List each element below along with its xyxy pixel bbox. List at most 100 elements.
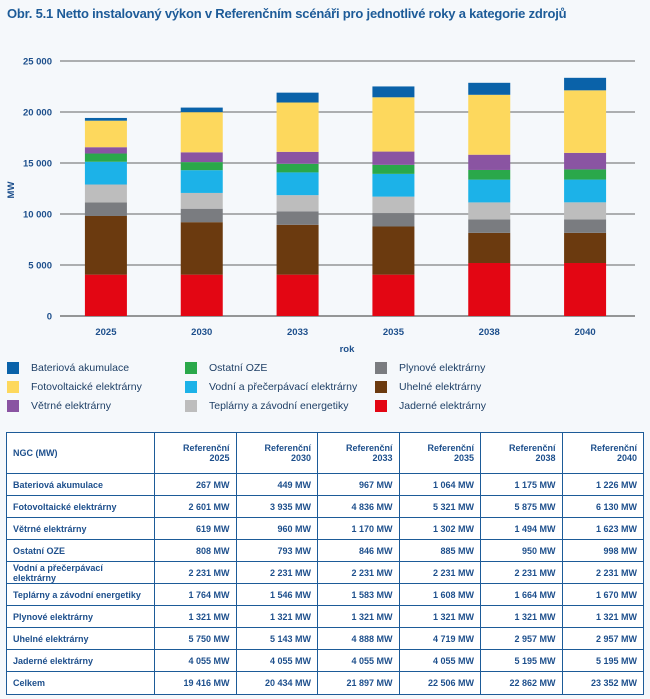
bar-segment [180,192,223,209]
x-axis-label: rok [340,344,356,355]
legend-item: Uhelné elektrárny [375,381,481,393]
table-cell: Celkem [6,671,155,695]
table-cell: 6 130 MW [561,495,644,518]
bar-segment [564,232,607,264]
table-row: Celkem 19 416 MW 20 434 MW 21 897 MW 22 506 … [6,671,644,695]
bar-segment [468,179,511,203]
table-cell: 950 MW [480,539,563,562]
table-cell: 1 608 MW [398,583,481,606]
table-row: Fotovoltaické elektrárny 2 601 MW 3 935 MW… [6,495,644,518]
bar-segment [180,274,223,316]
table-cell: 619 MW [154,517,237,540]
table-cell: 1 175 MW [480,473,563,496]
table-cell: Vodní a přečerpávací elektrárny [6,561,155,584]
bar-segment [564,90,607,153]
bar-segment [564,263,607,316]
bar-segment [468,82,511,95]
table-cell: 21 897 MW [317,671,400,695]
table-cell: 2 231 MW [480,561,563,584]
legend-item: Bateriová akumulace [7,362,129,374]
table-cell: 846 MW [317,539,400,562]
table-cell: 4 055 MW [235,649,318,672]
bar-segment [372,274,415,316]
legend-label: Plynové elektrárny [399,362,486,374]
table-cell: 19 416 MW [154,671,237,695]
bar-segment [276,92,319,103]
table-cell: 1 623 MW [561,517,644,540]
legend-swatch [185,381,197,393]
table-cell: 20 434 MW [235,671,318,695]
legend-label: Jaderné elektrárny [399,400,486,412]
bar-segment [84,147,127,154]
table-cell: 4 888 MW [317,627,400,650]
table-cell: 1 764 MW [154,583,237,606]
legend-label: Větrné elektrárny [31,400,111,412]
bar-segment [564,169,607,180]
bar-segment [468,94,511,155]
table-cell: 5 750 MW [154,627,237,650]
bar-segment [468,232,511,264]
bar-segment [468,263,511,316]
table-cell: 4 719 MW [398,627,481,650]
column-header: Referenční 2038 [480,432,563,474]
legend-swatch [7,381,19,393]
table-cell: 885 MW [398,539,481,562]
bar-segment [372,97,415,152]
table-cell: Větrné elektrárny [6,517,155,540]
table-cell: 808 MW [154,539,237,562]
table-cell: 1 321 MW [317,605,400,628]
table-cell: 2 957 MW [561,627,644,650]
table-cell: 449 MW [235,473,318,496]
y-axis-label: MW [6,182,17,199]
legend-swatch [7,362,19,374]
table-cell: 1 670 MW [561,583,644,606]
bar-segment [180,152,223,163]
bar-segment [468,202,511,220]
table-row: Jaderné elektrárny 4 055 MW 4 055 MW 4 055 … [6,649,644,672]
legend-item: Fotovoltaické elektrárny [7,381,142,393]
table-cell: Bateriová akumulace [6,473,155,496]
bar-segment [564,179,607,203]
table-cell: 1 546 MW [235,583,318,606]
table-cell: 2 957 MW [480,627,563,650]
bar-segment [276,211,319,225]
bar-segment [372,151,415,165]
bar-segment [180,112,223,153]
bar-segment [564,219,607,233]
table-cell: 2 231 MW [235,561,318,584]
bar-segment [468,154,511,170]
table-cell: 793 MW [235,539,318,562]
table-row: Vodní a přečerpávací elektrárny 2 231 MW 2… [6,561,644,584]
table-row: Uhelné elektrárny 5 750 MW 5 143 MW 4 888 M… [6,627,644,650]
column-header: Referenční 2025 [154,432,237,474]
legend-label: Teplárny a závodní energetiky [209,400,349,412]
legend-swatch [185,362,197,374]
table-cell: 23 352 MW [561,671,644,695]
bar-segment [276,151,319,164]
legend-label: Bateriová akumulace [31,362,130,374]
table-cell: 1 321 MW [561,605,644,628]
bar-segment [180,208,223,223]
table-cell: 1 321 MW [154,605,237,628]
legend-item: Teplárny a závodní energetiky [185,400,349,412]
legend-label: Ostatní OZE [209,362,268,374]
y-tick-label: 10 000 [23,210,52,221]
column-header: Referenční 2030 [235,432,318,474]
table-cell: Plynové elektrárny [6,605,155,628]
column-header: NGC (MW) [6,432,155,474]
bar-segment [276,195,319,212]
table-row: Bateriová akumulace 267 MW 449 MW 967 MW 1 0… [6,473,644,496]
bar-segment [276,172,319,196]
y-tick-label: 0 [47,312,52,323]
bar-segment [84,274,127,316]
chart-title: Obr. 5.1 Netto instalovaný výkon v Refer… [7,6,567,21]
table-cell: 5 875 MW [480,495,563,518]
legend-item: Větrné elektrárny [7,400,111,412]
bar-segment [84,202,127,216]
column-header: Referenční 2035 [398,432,481,474]
table-row: Větrné elektrárny 619 MW 960 MW 1 170 MW 1 3… [6,517,644,540]
bar-segment [180,170,223,193]
bar-segment [468,169,511,180]
table-cell: 4 055 MW [317,649,400,672]
legend-swatch [7,400,19,412]
